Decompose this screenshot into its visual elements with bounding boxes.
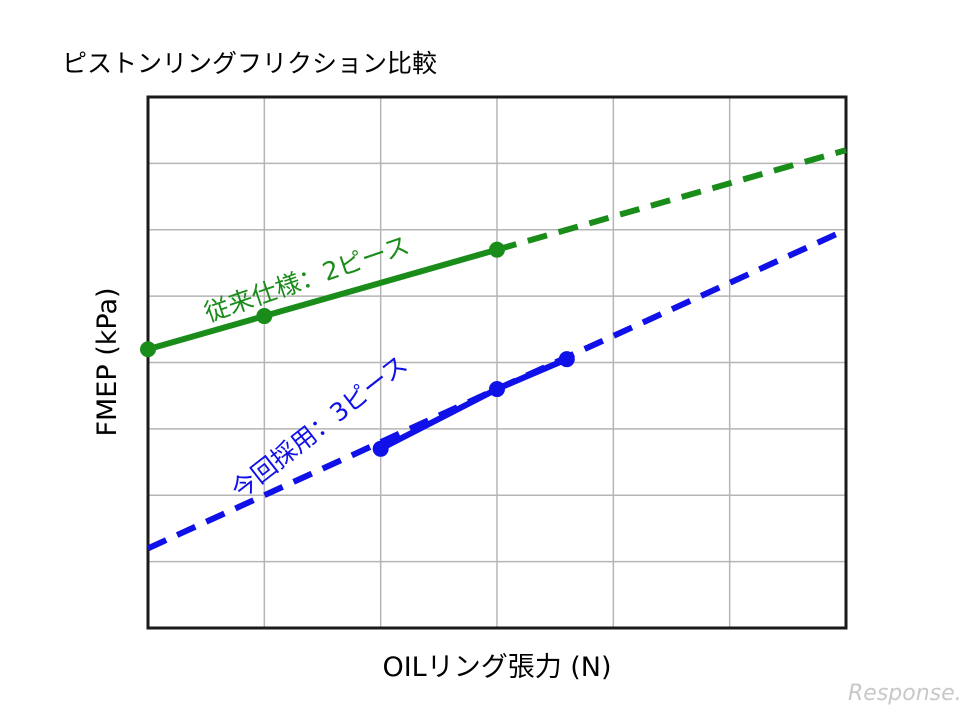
series-1-point [489,381,505,398]
chart-grid [148,97,846,628]
y-axis-label: FMEP (kPa) [92,287,123,436]
series-0-dashed-line [496,147,847,253]
series-0-point [256,308,273,325]
series-markers [140,241,575,457]
series-0-point [140,341,156,358]
chart-title: ピストンリングフリクション比較 [62,49,437,78]
series-0-point [489,241,505,258]
series-label-adopted: 今回採用：3ピース [226,350,413,505]
series-1-point [558,351,575,368]
series-1-point [372,440,389,457]
watermark: Response. [848,681,962,706]
x-axis-label: OILリング張力 (N) [382,652,611,683]
plot-frame [146,95,848,630]
